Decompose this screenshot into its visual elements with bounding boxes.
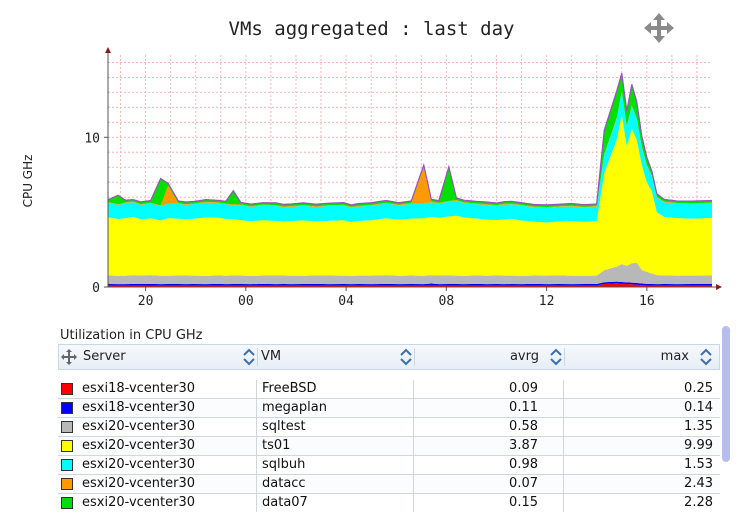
table-row[interactable]: esxi20-vcenter30 datacc 0.07 2.43 — [58, 475, 720, 494]
table-scrollbar[interactable] — [722, 326, 730, 462]
series-top-edge — [107, 72, 713, 206]
sort-icon[interactable] — [699, 348, 713, 366]
series-area-sqlbuh — [108, 91, 712, 223]
cell-max: 2.28 — [684, 495, 713, 510]
cell-avrg: 0.15 — [509, 495, 538, 510]
header-server[interactable]: Server — [83, 349, 126, 364]
color-swatch — [61, 402, 73, 414]
cell-server: esxi20-vcenter30 — [82, 457, 196, 472]
table-header: Server VM avrg max — [58, 344, 720, 370]
cell-max: 2.43 — [684, 476, 713, 491]
cell-avrg: 0.98 — [509, 457, 538, 472]
table-row[interactable]: esxi18-vcenter30 megaplan 0.11 0.14 — [58, 399, 720, 418]
chart-area: 20 00 04 08 12 16 0 10 CPU GHz — [21, 47, 722, 309]
color-swatch — [61, 383, 73, 395]
x-tick-label: 16 — [639, 294, 655, 309]
cell-vm: ts01 — [262, 438, 291, 453]
cell-server: esxi20-vcenter30 — [82, 495, 196, 510]
y-axis-label: CPU GHz — [21, 155, 35, 208]
cell-avrg: 0.11 — [509, 400, 538, 415]
y-tick-label: 0 — [92, 281, 100, 296]
table-row[interactable]: esxi20-vcenter30 sqlbuh 0.98 1.53 — [58, 456, 720, 475]
sort-icon[interactable] — [242, 348, 256, 366]
x-tick-label: 12 — [539, 294, 555, 309]
cell-max: 0.25 — [684, 381, 713, 396]
cell-server: esxi18-vcenter30 — [82, 400, 196, 415]
y-axis-arrow — [105, 47, 111, 53]
cell-max: 1.53 — [684, 457, 713, 472]
cell-vm: megaplan — [262, 400, 327, 415]
cell-server: esxi20-vcenter30 — [82, 438, 196, 453]
cell-server: esxi20-vcenter30 — [82, 419, 196, 434]
x-tick-label: 20 — [138, 294, 154, 309]
cell-avrg: 0.09 — [509, 381, 538, 396]
cell-max: 1.35 — [684, 419, 713, 434]
cell-vm: sqlbuh — [262, 457, 306, 472]
color-swatch — [61, 459, 73, 471]
move-icon[interactable] — [644, 13, 674, 43]
table-row[interactable]: esxi18-vcenter30 FreeBSD 0.09 0.25 — [58, 380, 720, 399]
cell-max: 0.14 — [684, 400, 713, 415]
cell-avrg: 0.58 — [509, 419, 538, 434]
cell-avrg: 3.87 — [509, 438, 538, 453]
table-row[interactable]: esxi20-vcenter30 sqltest 0.58 1.35 — [58, 418, 720, 437]
cell-vm: data07 — [262, 495, 308, 510]
y-tick-label: 10 — [84, 131, 100, 146]
utilization-table: Server VM avrg max esxi18-vcenter30 FreeB… — [58, 344, 720, 512]
x-tick-label: 08 — [439, 294, 455, 309]
header-max[interactable]: max — [660, 349, 689, 364]
color-swatch — [61, 497, 73, 509]
table-caption: Utilization in CPU GHz — [60, 328, 203, 343]
cell-avrg: 0.07 — [509, 476, 538, 491]
x-axis-arrow — [716, 284, 722, 290]
cell-vm: FreeBSD — [262, 381, 317, 396]
cell-server: esxi20-vcenter30 — [82, 476, 196, 491]
header-vm[interactable]: VM — [261, 349, 282, 364]
table-row[interactable]: esxi20-vcenter30 data07 0.15 2.28 — [58, 494, 720, 512]
cell-server: esxi18-vcenter30 — [82, 381, 196, 396]
series-area-datacc — [108, 91, 712, 208]
cell-vm: datacc — [262, 476, 306, 491]
color-swatch — [61, 478, 73, 490]
series-area-megaplan — [108, 281, 712, 286]
cell-max: 9.99 — [684, 438, 713, 453]
header-avrg[interactable]: avrg — [509, 349, 539, 364]
sort-icon[interactable] — [549, 348, 563, 366]
x-tick-label: 04 — [338, 294, 354, 309]
series-area-FreeBSD — [108, 283, 712, 287]
cell-vm: sqltest — [262, 419, 306, 434]
table-row[interactable]: esxi20-vcenter30 ts01 3.87 9.99 — [58, 437, 720, 456]
x-tick-label: 00 — [238, 294, 254, 309]
sort-icon[interactable] — [399, 348, 413, 366]
series-area-sqltest — [108, 262, 712, 285]
color-swatch — [61, 421, 73, 433]
series-area-ts01 — [108, 114, 712, 276]
color-swatch — [61, 440, 73, 452]
move-icon[interactable] — [61, 349, 77, 365]
chart-title: VMs aggregated : last day — [228, 18, 515, 40]
